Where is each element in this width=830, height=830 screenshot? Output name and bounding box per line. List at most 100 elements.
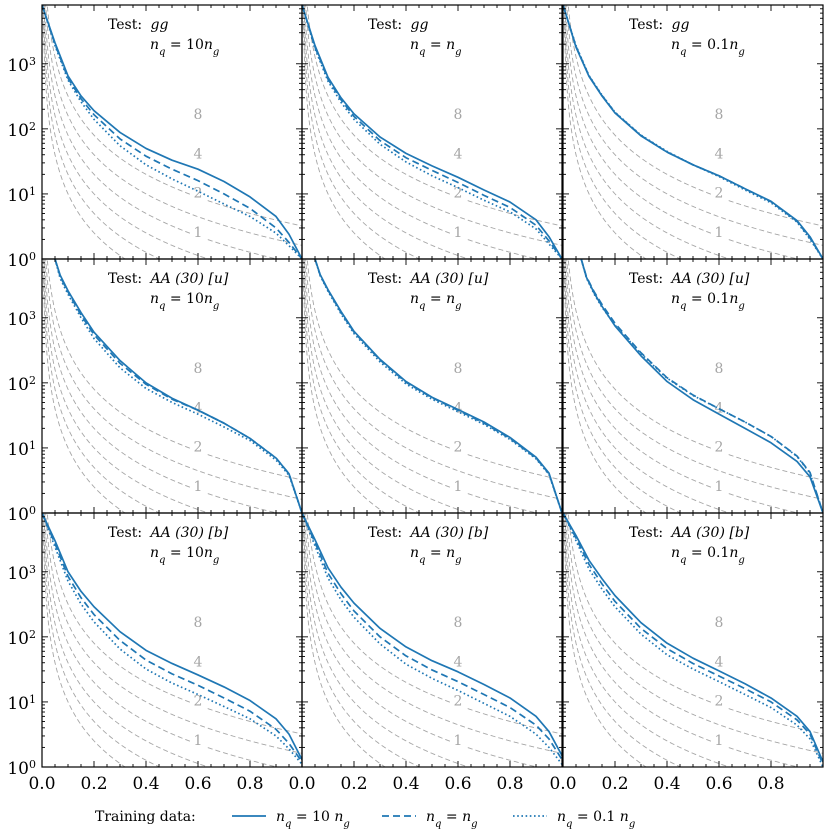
iso-curves — [42, 259, 302, 513]
series-dashed — [580, 259, 823, 513]
iso-label-8: 8 — [454, 361, 463, 377]
iso-curve-16 — [305, 259, 562, 500]
ratio-label: nq = 0.1ng — [671, 291, 745, 312]
iso-curve-8 — [565, 259, 823, 513]
iso-label-bg — [191, 612, 205, 630]
iso-label-8: 8 — [454, 107, 463, 123]
iso-label-bg — [191, 222, 205, 240]
iso-label-2: 2 — [715, 186, 724, 202]
iso-label-4: 4 — [715, 146, 724, 162]
iso-curve-8 — [565, 513, 823, 767]
iso-curve-4 — [43, 259, 302, 513]
iso-curve-32 — [46, 259, 302, 481]
iso-curve-16 — [305, 513, 562, 754]
iso-label-bg — [451, 476, 465, 494]
series-dotted — [563, 5, 823, 259]
iso-label-2: 2 — [194, 186, 203, 202]
series-dashed — [302, 513, 562, 761]
series-dotted — [580, 259, 823, 513]
iso-label-2: 2 — [715, 694, 724, 710]
iso-curve-4 — [564, 259, 823, 513]
iso-label-bg — [451, 183, 465, 201]
iso-curve-8 — [44, 513, 302, 767]
iso-label-bg — [191, 144, 205, 162]
series-dotted — [563, 513, 823, 767]
test-label: Test: AA (30) [u] — [108, 271, 229, 287]
iso-curve-32 — [567, 259, 823, 481]
ticks — [562, 258, 824, 514]
x-tick-label: 0.6 — [705, 774, 732, 794]
iso-label-1: 1 — [715, 225, 724, 241]
iso-curve-16 — [566, 5, 823, 246]
series-group — [302, 513, 562, 765]
iso-curves — [42, 5, 302, 259]
iso-label-bg — [451, 730, 465, 748]
iso-label-bg — [712, 144, 726, 162]
iso-label-bg — [712, 730, 726, 748]
series-group — [563, 513, 823, 767]
y-tick-label: 100 — [7, 250, 36, 272]
iso-label-1: 1 — [194, 733, 203, 749]
iso-label-bg — [712, 476, 726, 494]
series-dotted — [54, 259, 302, 513]
series-group — [42, 513, 302, 765]
iso-label-bg — [712, 437, 726, 455]
iso-curve-32 — [306, 5, 562, 227]
panel-r0-c1: 1 2 4 8 Test: gg nq = ng — [301, 4, 563, 260]
x-tick-label: 0.8 — [236, 774, 263, 794]
iso-label-bg — [191, 358, 205, 376]
iso-label-bg — [712, 652, 726, 670]
panels-grid: 1 2 4 8 Test: gg nq = 10ng 1 2 4 8 Test: gg nq = ng… — [41, 4, 824, 768]
test-label: Test: AA (30) [b] — [629, 525, 750, 541]
iso-curves — [302, 5, 562, 259]
panel-r0-c0: 1 2 4 8 Test: gg nq = 10ng — [41, 4, 303, 260]
iso-label-bg — [712, 183, 726, 201]
y-tick-label: 100 — [7, 758, 36, 780]
x-tick-label: 0.8 — [496, 774, 523, 794]
series-group — [563, 5, 823, 259]
ratio-label: nq = 10ng — [150, 291, 219, 312]
ratio-label: nq = 0.1ng — [671, 545, 745, 566]
iso-label-1: 1 — [715, 479, 724, 495]
legend-title: Training data: — [95, 809, 196, 825]
iso-label-bg — [712, 358, 726, 376]
series-group — [54, 259, 302, 513]
iso-label-1: 1 — [194, 225, 203, 241]
iso-label-bg — [451, 652, 465, 670]
panel-r2-c1: 1 2 4 8 Test: AA (30) [b] nq = ng — [301, 512, 563, 768]
iso-label-8: 8 — [194, 361, 203, 377]
series-dotted — [42, 513, 302, 765]
iso-curves — [302, 259, 562, 513]
series-dashed — [563, 513, 823, 765]
iso-curve-32 — [306, 259, 562, 481]
legend-label: nq = 0.1 ng — [557, 809, 635, 830]
iso-label-1: 1 — [454, 733, 463, 749]
iso-label-bg — [191, 183, 205, 201]
y-tick-label: 103 — [7, 54, 36, 76]
legend: Training data: nq = 10 ng nq = ng nq = 0.1 … — [95, 809, 635, 830]
y-tick-label: 101 — [7, 438, 36, 460]
ticks — [562, 512, 824, 768]
panel-r2-c0: 1 2 4 8 Test: AA (30) [b] nq = 10ng — [41, 512, 303, 768]
series-solid — [42, 513, 302, 760]
iso-curve-8 — [304, 5, 562, 259]
iso-label-bg — [451, 437, 465, 455]
iso-curve-1 — [563, 24, 823, 259]
ratio-label: nq = 10ng — [150, 37, 219, 58]
y-tick-label: 103 — [7, 562, 36, 584]
x-tick-label: 0.0 — [28, 774, 55, 794]
iso-label-bg — [191, 437, 205, 455]
iso-curve-16 — [305, 5, 562, 246]
iso-label-bg — [451, 104, 465, 122]
iso-label-4: 4 — [454, 146, 463, 162]
series-solid — [42, 5, 302, 259]
iso-label-2: 2 — [194, 694, 203, 710]
x-tick-label: 0.4 — [392, 774, 419, 794]
x-tick-label: 0.0 — [549, 774, 576, 794]
iso-label-bg — [191, 104, 205, 122]
iso-label-4: 4 — [194, 146, 203, 162]
iso-curve-16 — [45, 513, 302, 754]
iso-curve-32 — [46, 5, 302, 227]
iso-label-1: 1 — [194, 479, 203, 495]
